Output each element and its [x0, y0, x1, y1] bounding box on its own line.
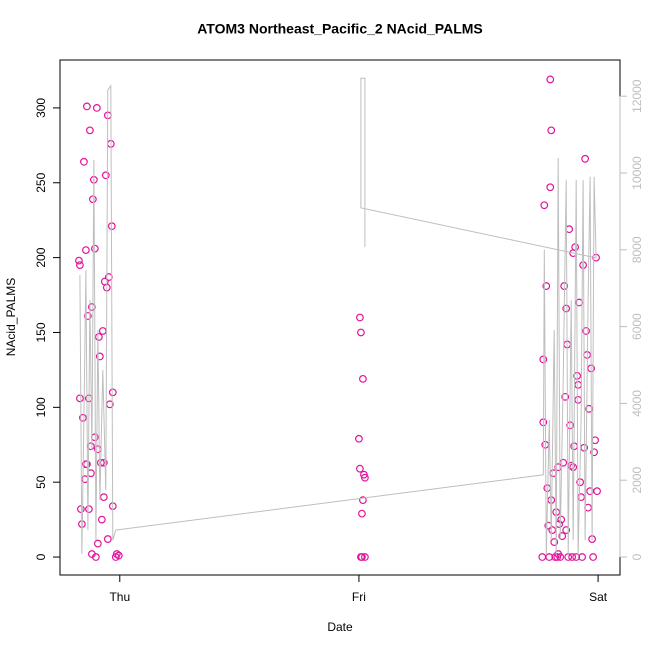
point [79, 413, 87, 422]
point [558, 532, 567, 540]
point [540, 201, 549, 210]
point [84, 505, 93, 514]
point [542, 282, 551, 290]
y-axis-title: NAcid_PALMS [4, 278, 18, 356]
point [76, 394, 84, 403]
y2-tick-label: 12000 [630, 79, 644, 113]
point [538, 553, 547, 561]
point [359, 496, 367, 505]
point [590, 448, 598, 457]
point [574, 395, 583, 404]
point [581, 154, 590, 163]
point [582, 327, 591, 335]
x-axis-title: Date [327, 620, 353, 634]
line [79, 77, 597, 556]
point [99, 493, 108, 502]
y2-tick-label: 4000 [630, 390, 644, 417]
point [112, 550, 121, 558]
point [75, 256, 83, 265]
point [98, 327, 107, 335]
point [545, 553, 554, 561]
chart-title: ATOM3 Northeast_Pacific_2 NAcid_PALMS [197, 21, 483, 37]
point [539, 355, 548, 364]
y-tick-label: 250 [34, 172, 48, 192]
point [561, 392, 570, 401]
y2-tick-label: 8000 [630, 236, 644, 263]
point [77, 505, 85, 514]
point [82, 246, 90, 255]
point [357, 328, 365, 337]
point [358, 509, 366, 518]
point [356, 464, 364, 473]
y-tick-label: 300 [34, 98, 48, 118]
x-tick-label: Sat [589, 590, 608, 604]
point [572, 553, 581, 561]
y-tick-label: 0 [34, 553, 48, 560]
point [103, 535, 112, 543]
point [84, 312, 92, 320]
point [358, 553, 366, 561]
point [94, 333, 103, 341]
point [550, 538, 559, 546]
point [359, 374, 367, 383]
y-tick-label: 50 [34, 475, 48, 489]
point [546, 183, 555, 192]
point [76, 261, 84, 270]
point [80, 157, 88, 166]
point [548, 526, 557, 534]
point [361, 553, 369, 561]
point [83, 102, 91, 111]
y2-tick-label: 10000 [630, 156, 644, 190]
point [556, 553, 565, 561]
plot-box [59, 59, 621, 576]
point [355, 434, 363, 443]
point [108, 388, 117, 397]
x-tick-label: Fri [352, 590, 366, 604]
y-tick-label: 200 [34, 247, 48, 267]
point [574, 380, 583, 389]
point [577, 493, 586, 502]
point [114, 551, 123, 560]
point [562, 304, 571, 313]
point [92, 104, 101, 112]
point [578, 553, 587, 561]
point [91, 553, 100, 561]
y-tick-label: 150 [34, 322, 48, 342]
point [562, 526, 571, 534]
point [589, 553, 597, 561]
point [88, 195, 97, 204]
y-tick-label: 100 [34, 397, 48, 417]
y2-tick-label: 2000 [630, 467, 644, 494]
y2-tick-label: 6000 [630, 313, 644, 340]
point [356, 313, 364, 322]
point [361, 473, 369, 482]
point [593, 487, 601, 496]
point [546, 75, 555, 84]
y2-tick-label: 0 [630, 553, 644, 560]
point [568, 553, 577, 561]
point [93, 539, 102, 548]
point [87, 303, 96, 311]
point [101, 171, 110, 180]
point [557, 515, 566, 524]
x-tick-label: Thu [109, 590, 130, 604]
point [95, 352, 104, 361]
point [97, 515, 106, 524]
point [85, 126, 94, 135]
point [569, 463, 578, 472]
point [547, 126, 556, 135]
